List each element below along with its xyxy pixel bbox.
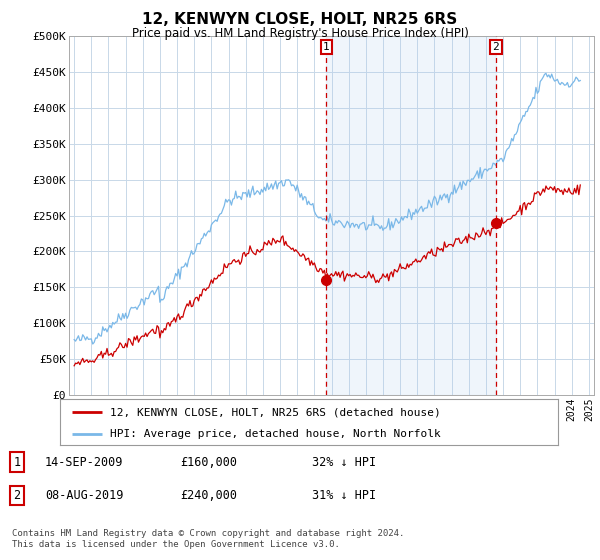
Text: Price paid vs. HM Land Registry's House Price Index (HPI): Price paid vs. HM Land Registry's House … bbox=[131, 27, 469, 40]
Text: 2: 2 bbox=[13, 489, 20, 502]
Text: 08-AUG-2019: 08-AUG-2019 bbox=[45, 489, 124, 502]
Text: 1: 1 bbox=[13, 455, 20, 469]
Text: 12, KENWYN CLOSE, HOLT, NR25 6RS: 12, KENWYN CLOSE, HOLT, NR25 6RS bbox=[142, 12, 458, 27]
Text: 1: 1 bbox=[323, 42, 330, 52]
Text: 32% ↓ HPI: 32% ↓ HPI bbox=[312, 455, 376, 469]
Text: HPI: Average price, detached house, North Norfolk: HPI: Average price, detached house, Nort… bbox=[110, 429, 440, 438]
Text: 12, KENWYN CLOSE, HOLT, NR25 6RS (detached house): 12, KENWYN CLOSE, HOLT, NR25 6RS (detach… bbox=[110, 407, 440, 417]
Text: 2: 2 bbox=[493, 42, 499, 52]
Text: Contains HM Land Registry data © Crown copyright and database right 2024.
This d: Contains HM Land Registry data © Crown c… bbox=[12, 529, 404, 549]
Text: £160,000: £160,000 bbox=[180, 455, 237, 469]
Bar bbox=[326, 36, 496, 395]
Text: 14-SEP-2009: 14-SEP-2009 bbox=[45, 455, 124, 469]
Text: £240,000: £240,000 bbox=[180, 489, 237, 502]
Text: 31% ↓ HPI: 31% ↓ HPI bbox=[312, 489, 376, 502]
